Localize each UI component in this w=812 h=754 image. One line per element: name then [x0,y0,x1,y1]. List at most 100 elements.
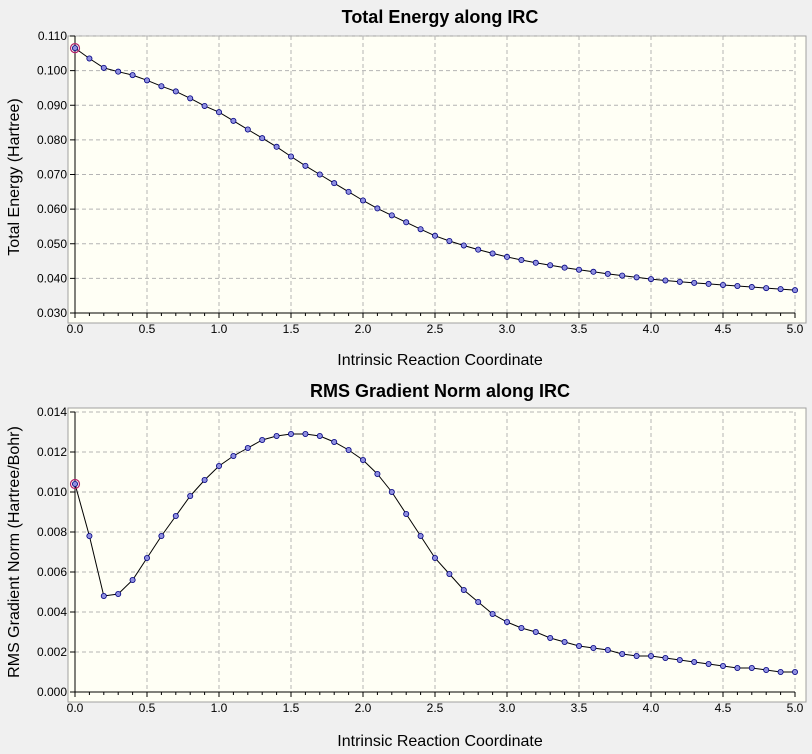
energy-data-point [489,250,496,257]
energy-data-point [475,246,482,253]
gradient-x-tick-label: 0.5 [139,701,156,715]
energy-tick-labels: 0.030 0.040 0.050 0.060 0.070 0.080 0.090 0.100… [37,29,804,336]
energy-data-point [100,64,107,71]
gradient-data-point [345,446,352,453]
energy-data-point [576,266,583,273]
energy-chart: Total Energy along IRC 0.0300.0400.0500.… [6,7,807,369]
gradient-data-point [619,651,626,658]
gradient-y-tick-label: 0.004 [37,605,67,619]
gradient-data-point [503,619,510,626]
gradient-data-point [374,470,381,477]
gradient-data-point [475,599,482,606]
energy-data-point [460,242,467,249]
energy-data-point [403,219,410,226]
energy-y-tick-label: 0.050 [37,237,67,251]
gradient-data-point [676,657,683,664]
energy-y-tick-label: 0.070 [37,168,67,182]
energy-plot-area [67,35,807,324]
energy-y-tick-label: 0.090 [37,98,67,112]
gradient-data-point [792,669,799,676]
energy-x-axis-title: Intrinsic Reaction Coordinate [337,352,543,369]
gradient-x-tick-label: 0.0 [67,701,84,715]
energy-data-point [590,268,597,275]
energy-data-point [734,282,741,289]
gradient-data-point [143,555,150,562]
energy-data-point [792,287,799,294]
gradient-data-point [431,555,438,562]
energy-data-point [273,143,280,150]
gradient-data-point [705,661,712,668]
energy-data-point [158,83,165,90]
energy-data-point [633,274,640,281]
gradient-data-point [259,436,266,443]
energy-data-point [201,102,208,109]
energy-data-point [331,180,338,187]
gradient-data-point [129,577,136,584]
energy-data-point [604,270,611,277]
gradient-y-tick-label: 0.014 [37,405,67,419]
gradient-tick-labels: 0.000 0.002 0.004 0.006 0.008 0.010 0.012 0.014… [37,405,804,715]
energy-data-point [187,95,194,102]
gradient-data-point [777,669,784,676]
energy-data-point [532,259,539,266]
energy-y-tick-label: 0.080 [37,133,67,147]
gradient-x-tick-label: 4.5 [715,701,732,715]
energy-data-point [215,109,222,116]
gradient-data-point [720,663,727,670]
gradient-data-point [691,659,698,666]
gradient-data-point [489,611,496,618]
gradient-data-point [287,430,294,437]
energy-data-point [518,257,525,264]
energy-y-axis-title: Total Energy (Hartree) [6,98,23,255]
gradient-y-tick-label: 0.006 [37,565,67,579]
energy-data-point [316,171,323,178]
energy-data-point [417,226,424,233]
gradient-x-tick-label: 2.5 [427,701,444,715]
gradient-data-point [201,476,208,483]
gradient-x-tick-label: 1.0 [211,701,228,715]
gradient-data-point [100,593,107,600]
gradient-data-point [547,635,554,642]
gradient-series-points [69,430,799,676]
gradient-data-point [403,510,410,517]
energy-axes [70,35,796,318]
gradient-data-point [417,533,424,540]
energy-y-tick-label: 0.060 [37,202,67,216]
energy-data-point [561,264,568,271]
energy-data-point [374,205,381,212]
gradient-data-point [763,667,770,674]
gradient-data-point [316,432,323,439]
gradient-data-point [72,480,79,487]
energy-data-point [662,277,669,284]
gradient-data-point [648,653,655,660]
energy-data-point [86,55,93,62]
energy-y-tick-label: 0.100 [37,64,67,78]
gradient-data-point [115,591,122,598]
energy-x-tick-label: 0.5 [139,322,156,336]
energy-data-point [230,117,237,124]
gradient-data-point [187,492,194,499]
gradient-chart: RMS Gradient Norm along IRC 0.0000.0020.… [6,381,807,750]
gradient-x-tick-label: 2.0 [355,701,372,715]
energy-data-point [503,253,510,260]
energy-data-point [691,279,698,286]
gradient-data-point [662,655,669,662]
energy-data-point [129,72,136,79]
energy-y-tick-label: 0.040 [37,271,67,285]
gradient-data-point [302,430,309,437]
gradient-data-point [604,647,611,654]
gradient-x-tick-label: 4.0 [643,701,660,715]
gradient-data-point [576,643,583,650]
gradient-data-point [158,533,165,540]
gradient-data-point [518,625,525,632]
gradient-data-point [633,653,640,660]
energy-data-point [676,278,683,285]
gradient-y-tick-label: 0.002 [37,645,67,659]
gradient-chart-title: RMS Gradient Norm along IRC [310,381,570,401]
energy-data-point [446,237,453,244]
gradient-data-point [244,444,251,451]
energy-data-point [302,162,309,169]
energy-x-tick-label: 4.5 [715,322,732,336]
gradient-data-point [590,645,597,652]
gradient-data-point [230,452,237,459]
